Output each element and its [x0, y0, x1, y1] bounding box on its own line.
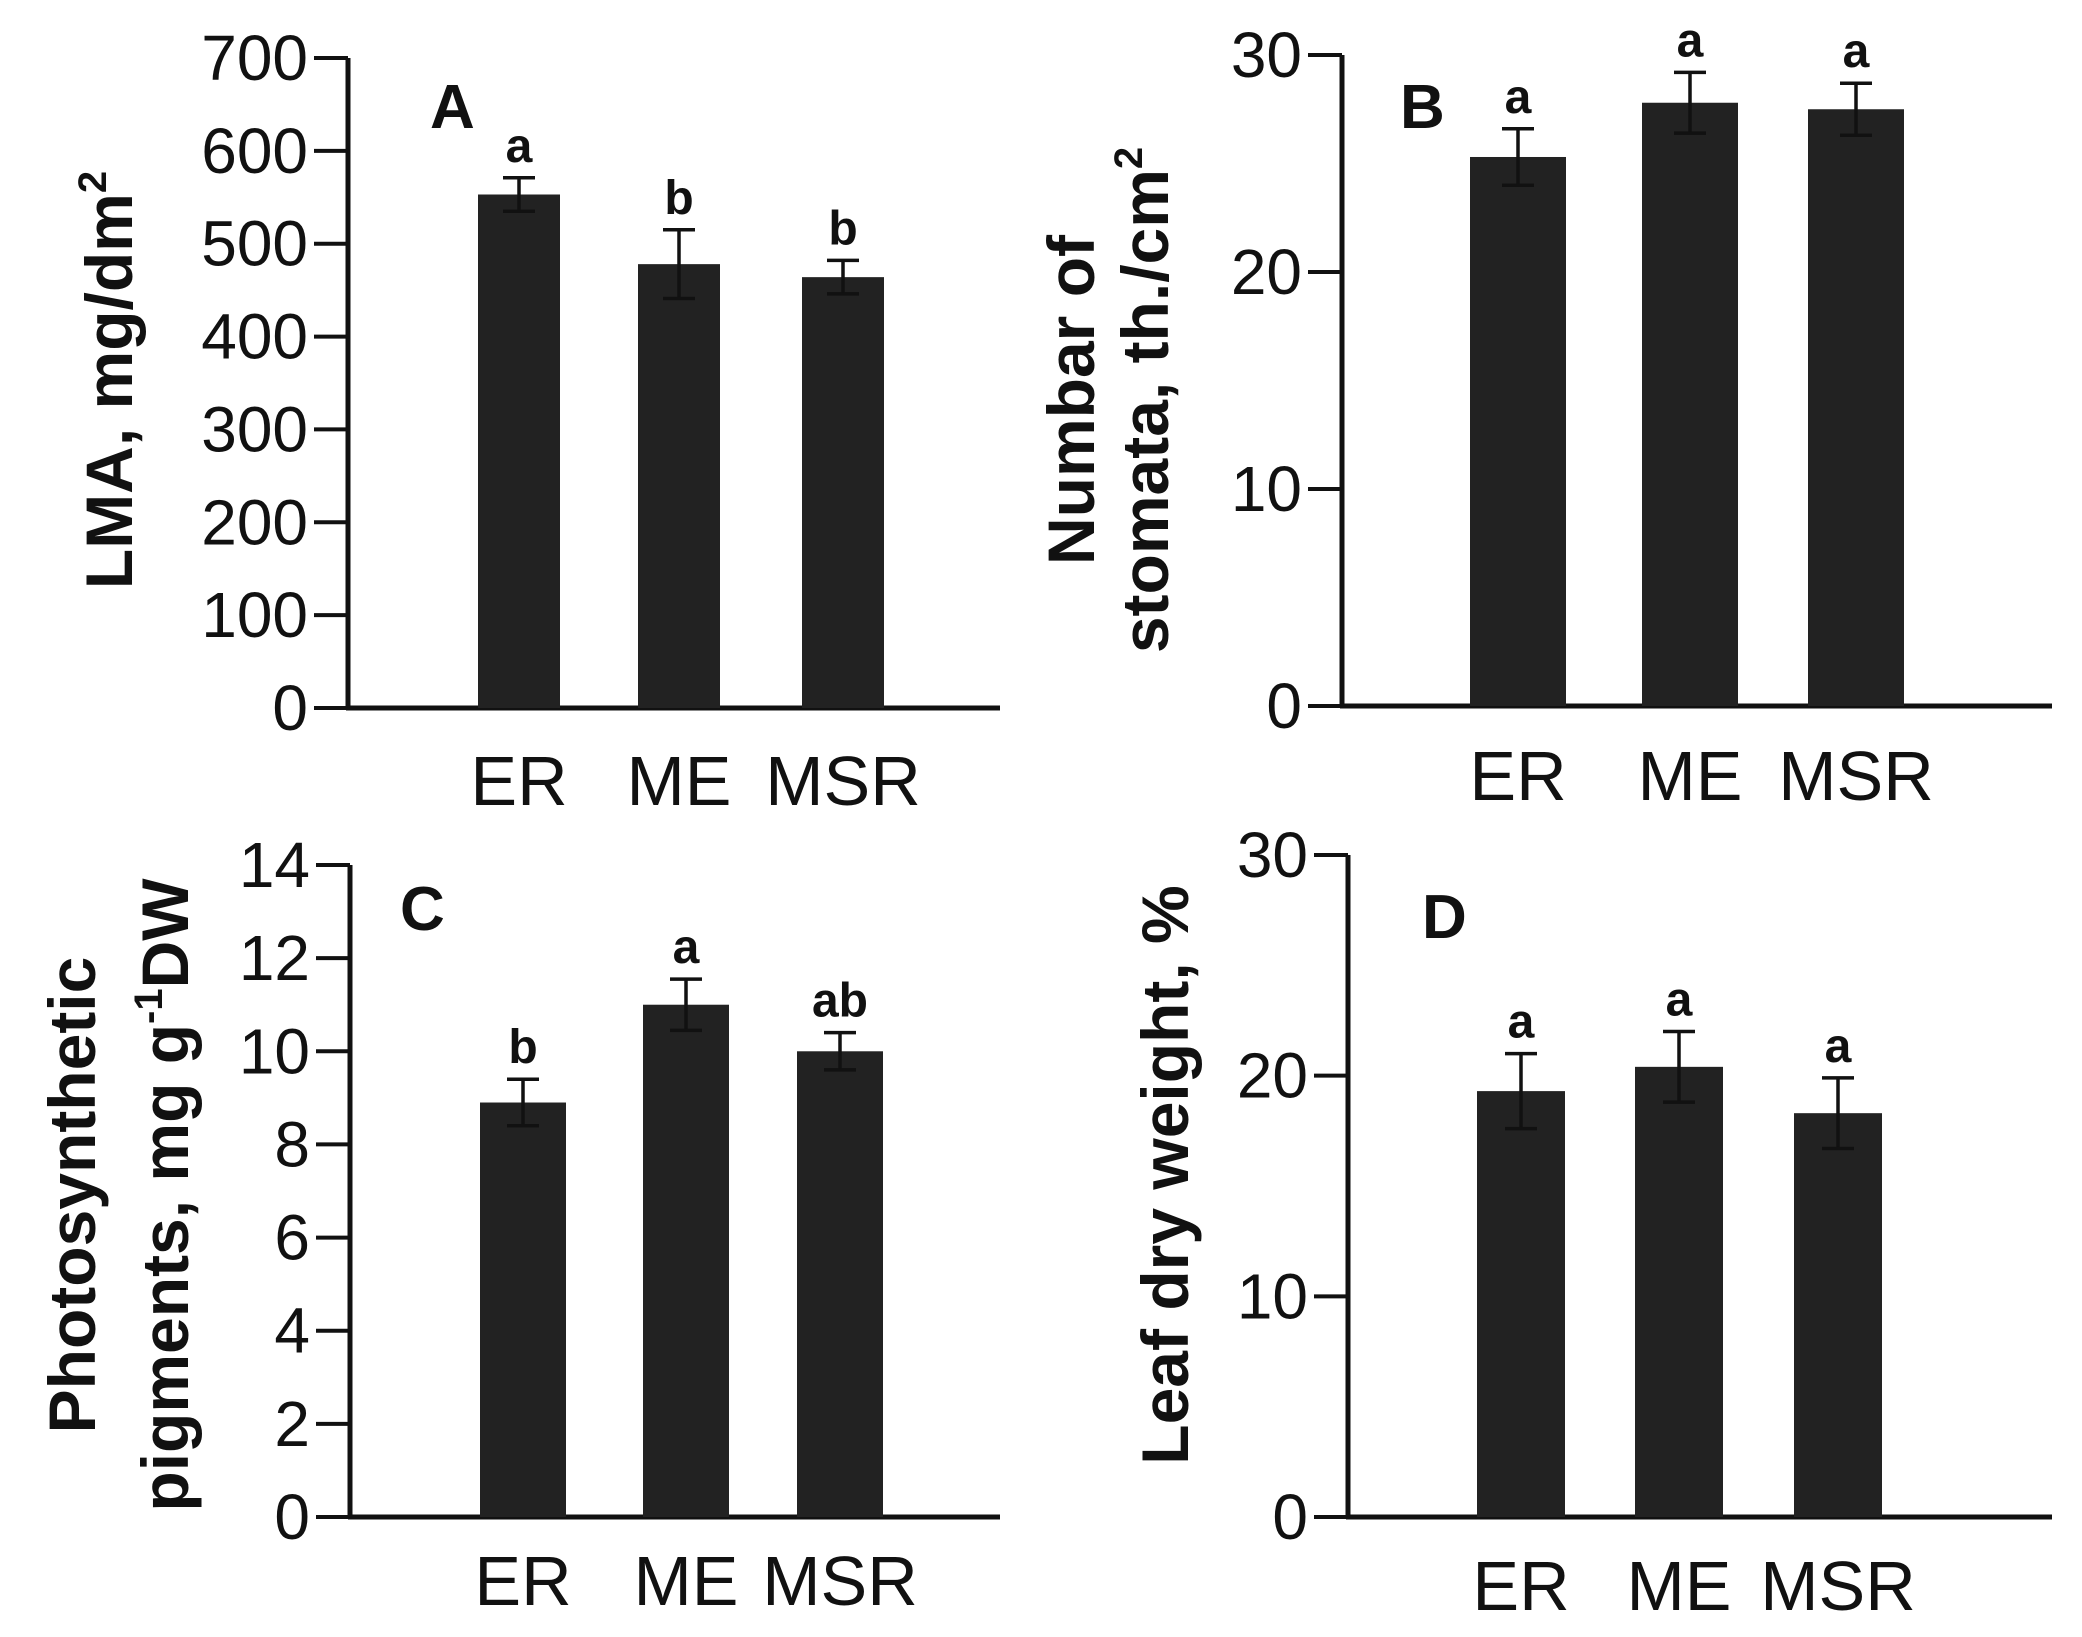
- panel-b-ylabel-line1: Numbar of: [1034, 234, 1108, 565]
- panel-d-letter: D: [1422, 883, 1467, 952]
- panel-b-bar-er: [1470, 156, 1566, 707]
- panel-c-category-label: ME: [634, 1542, 739, 1620]
- panel-d-category-label: ME: [1627, 1547, 1732, 1625]
- panel-d: 0 10 20 30 a ER a ME a MSR D Leaf dry weight, %: [1128, 819, 2052, 1625]
- panel-c-category-label: MSR: [762, 1542, 918, 1620]
- panel-a: 0 100 200 300 400 500 600 700 a ER b ME b MSR A LMA, …: [71, 22, 1000, 820]
- panel-c-ylabel-line2: pigments, mg g-1DW: [127, 878, 202, 1512]
- panel-a-significance-label: b: [664, 172, 693, 225]
- panel-a-ytick-label: 100: [201, 579, 308, 651]
- panel-b-ytick-label: 10: [1231, 453, 1302, 525]
- panel-c-ylabel-line1: Photosynthetic: [35, 957, 109, 1434]
- panel-c-ytick-label: 2: [274, 1388, 310, 1460]
- panel-b: 0 10 20 30 a ER a ME a MSR B Numbar of stomata, t…: [1034, 14, 2052, 815]
- panel-c-ytick-label: 0: [274, 1481, 310, 1553]
- panel-b-category-label: ME: [1638, 737, 1743, 815]
- panel-d-ytick-label: 0: [1272, 1481, 1308, 1553]
- panel-c-bar-msr: [797, 1051, 883, 1517]
- panel-a-bar-msr: [802, 277, 884, 708]
- panel-b-ytick-label: 20: [1231, 236, 1302, 308]
- panel-c-ytick-label: 4: [274, 1295, 310, 1367]
- panel-d-bar-er: [1477, 1091, 1565, 1517]
- panel-b-ylabel-line2-text: stomata, th./cm: [1108, 169, 1182, 653]
- panel-a-bar-er: [478, 194, 560, 708]
- panel-c-ylabel-line2-text: pigments, mg g: [128, 1024, 202, 1512]
- panel-d-bar-msr: [1794, 1113, 1882, 1517]
- panel-b-bar-me: [1642, 102, 1738, 707]
- panel-a-significance-label: a: [506, 120, 533, 173]
- panel-b-category-label: MSR: [1778, 737, 1934, 815]
- panel-a-ytick-label: 400: [201, 301, 308, 373]
- panel-c-bar-er: [480, 1102, 566, 1517]
- panel-b-ylabel-sup: 2: [1107, 147, 1151, 169]
- panel-c-significance-label: b: [508, 1021, 537, 1074]
- panel-c-ytick-label: 14: [239, 829, 310, 901]
- panel-c-letter: C: [400, 875, 445, 944]
- panel-c-ytick-label: 6: [274, 1202, 310, 1274]
- panel-b-significance-label: a: [1505, 71, 1532, 124]
- panel-a-ytick-label: 500: [201, 208, 308, 280]
- panel-d-category-label: ER: [1472, 1547, 1569, 1625]
- panel-d-ytick-label: 20: [1237, 1040, 1308, 1112]
- panel-a-category-label: ME: [627, 742, 732, 820]
- panel-d-bar-me: [1635, 1066, 1723, 1517]
- panel-c-ylabel-suffix: DW: [128, 878, 202, 989]
- panel-a-marks: 0 100 200 300 400 500 600 700 a ER b ME b MSR: [201, 22, 1000, 820]
- panel-c-ytick-label: 8: [274, 1108, 310, 1180]
- panel-a-ylabel: LMA, mg/dm2: [71, 171, 146, 589]
- panel-c-ytick-label: 12: [239, 922, 310, 994]
- panel-a-ytick-label: 600: [201, 115, 308, 187]
- panel-b-bar-msr: [1808, 109, 1904, 706]
- panel-b-ytick-label: 30: [1231, 19, 1302, 91]
- panel-d-marks: 0 10 20 30 a ER a ME a MSR: [1237, 819, 2052, 1625]
- panel-a-ytick-label: 300: [201, 393, 308, 465]
- panel-a-letter: A: [430, 73, 475, 142]
- panel-a-ytick-label: 200: [201, 486, 308, 558]
- panel-c-marks: 0 2 4 6 8 10 12 14 b ER a ME ab MSR: [239, 829, 1000, 1620]
- panel-a-ytick-label: 0: [272, 672, 308, 744]
- panel-d-significance-label: a: [1508, 996, 1535, 1049]
- panel-d-significance-label: a: [1666, 974, 1693, 1027]
- panel-b-significance-label: a: [1843, 25, 1870, 78]
- panel-a-significance-label: b: [828, 202, 857, 255]
- panel-c-category-label: ER: [474, 1542, 571, 1620]
- panel-c-bar-me: [643, 1004, 729, 1517]
- panel-a-ytick-label: 700: [201, 22, 308, 94]
- panel-c-ylabel-sup: -1: [127, 988, 171, 1024]
- panel-c-ytick-label: 10: [239, 1015, 310, 1087]
- panel-b-ylabel-line2: stomata, th./cm2: [1107, 147, 1182, 653]
- panel-d-ylabel: Leaf dry weight, %: [1128, 885, 1202, 1464]
- panel-a-category-label: ER: [470, 742, 567, 820]
- panel-a-category-label: MSR: [765, 742, 921, 820]
- panel-b-letter: B: [1400, 73, 1445, 142]
- panel-a-bar-me: [638, 264, 720, 708]
- panel-a-ylabel-sup: 2: [71, 171, 115, 193]
- panel-d-category-label: MSR: [1760, 1547, 1916, 1625]
- panel-c-significance-label: a: [673, 921, 700, 974]
- panel-b-significance-label: a: [1677, 14, 1704, 67]
- panel-b-ytick-label: 0: [1266, 670, 1302, 742]
- panel-b-marks: 0 10 20 30 a ER a ME a MSR: [1231, 14, 2052, 815]
- panel-b-category-label: ER: [1469, 737, 1566, 815]
- panel-d-ytick-label: 10: [1237, 1260, 1308, 1332]
- panel-a-ylabel-text: LMA, mg/dm: [72, 193, 146, 589]
- panel-d-significance-label: a: [1825, 1020, 1852, 1073]
- panel-d-ytick-label: 30: [1237, 819, 1308, 891]
- panel-c-significance-label: ab: [812, 975, 868, 1028]
